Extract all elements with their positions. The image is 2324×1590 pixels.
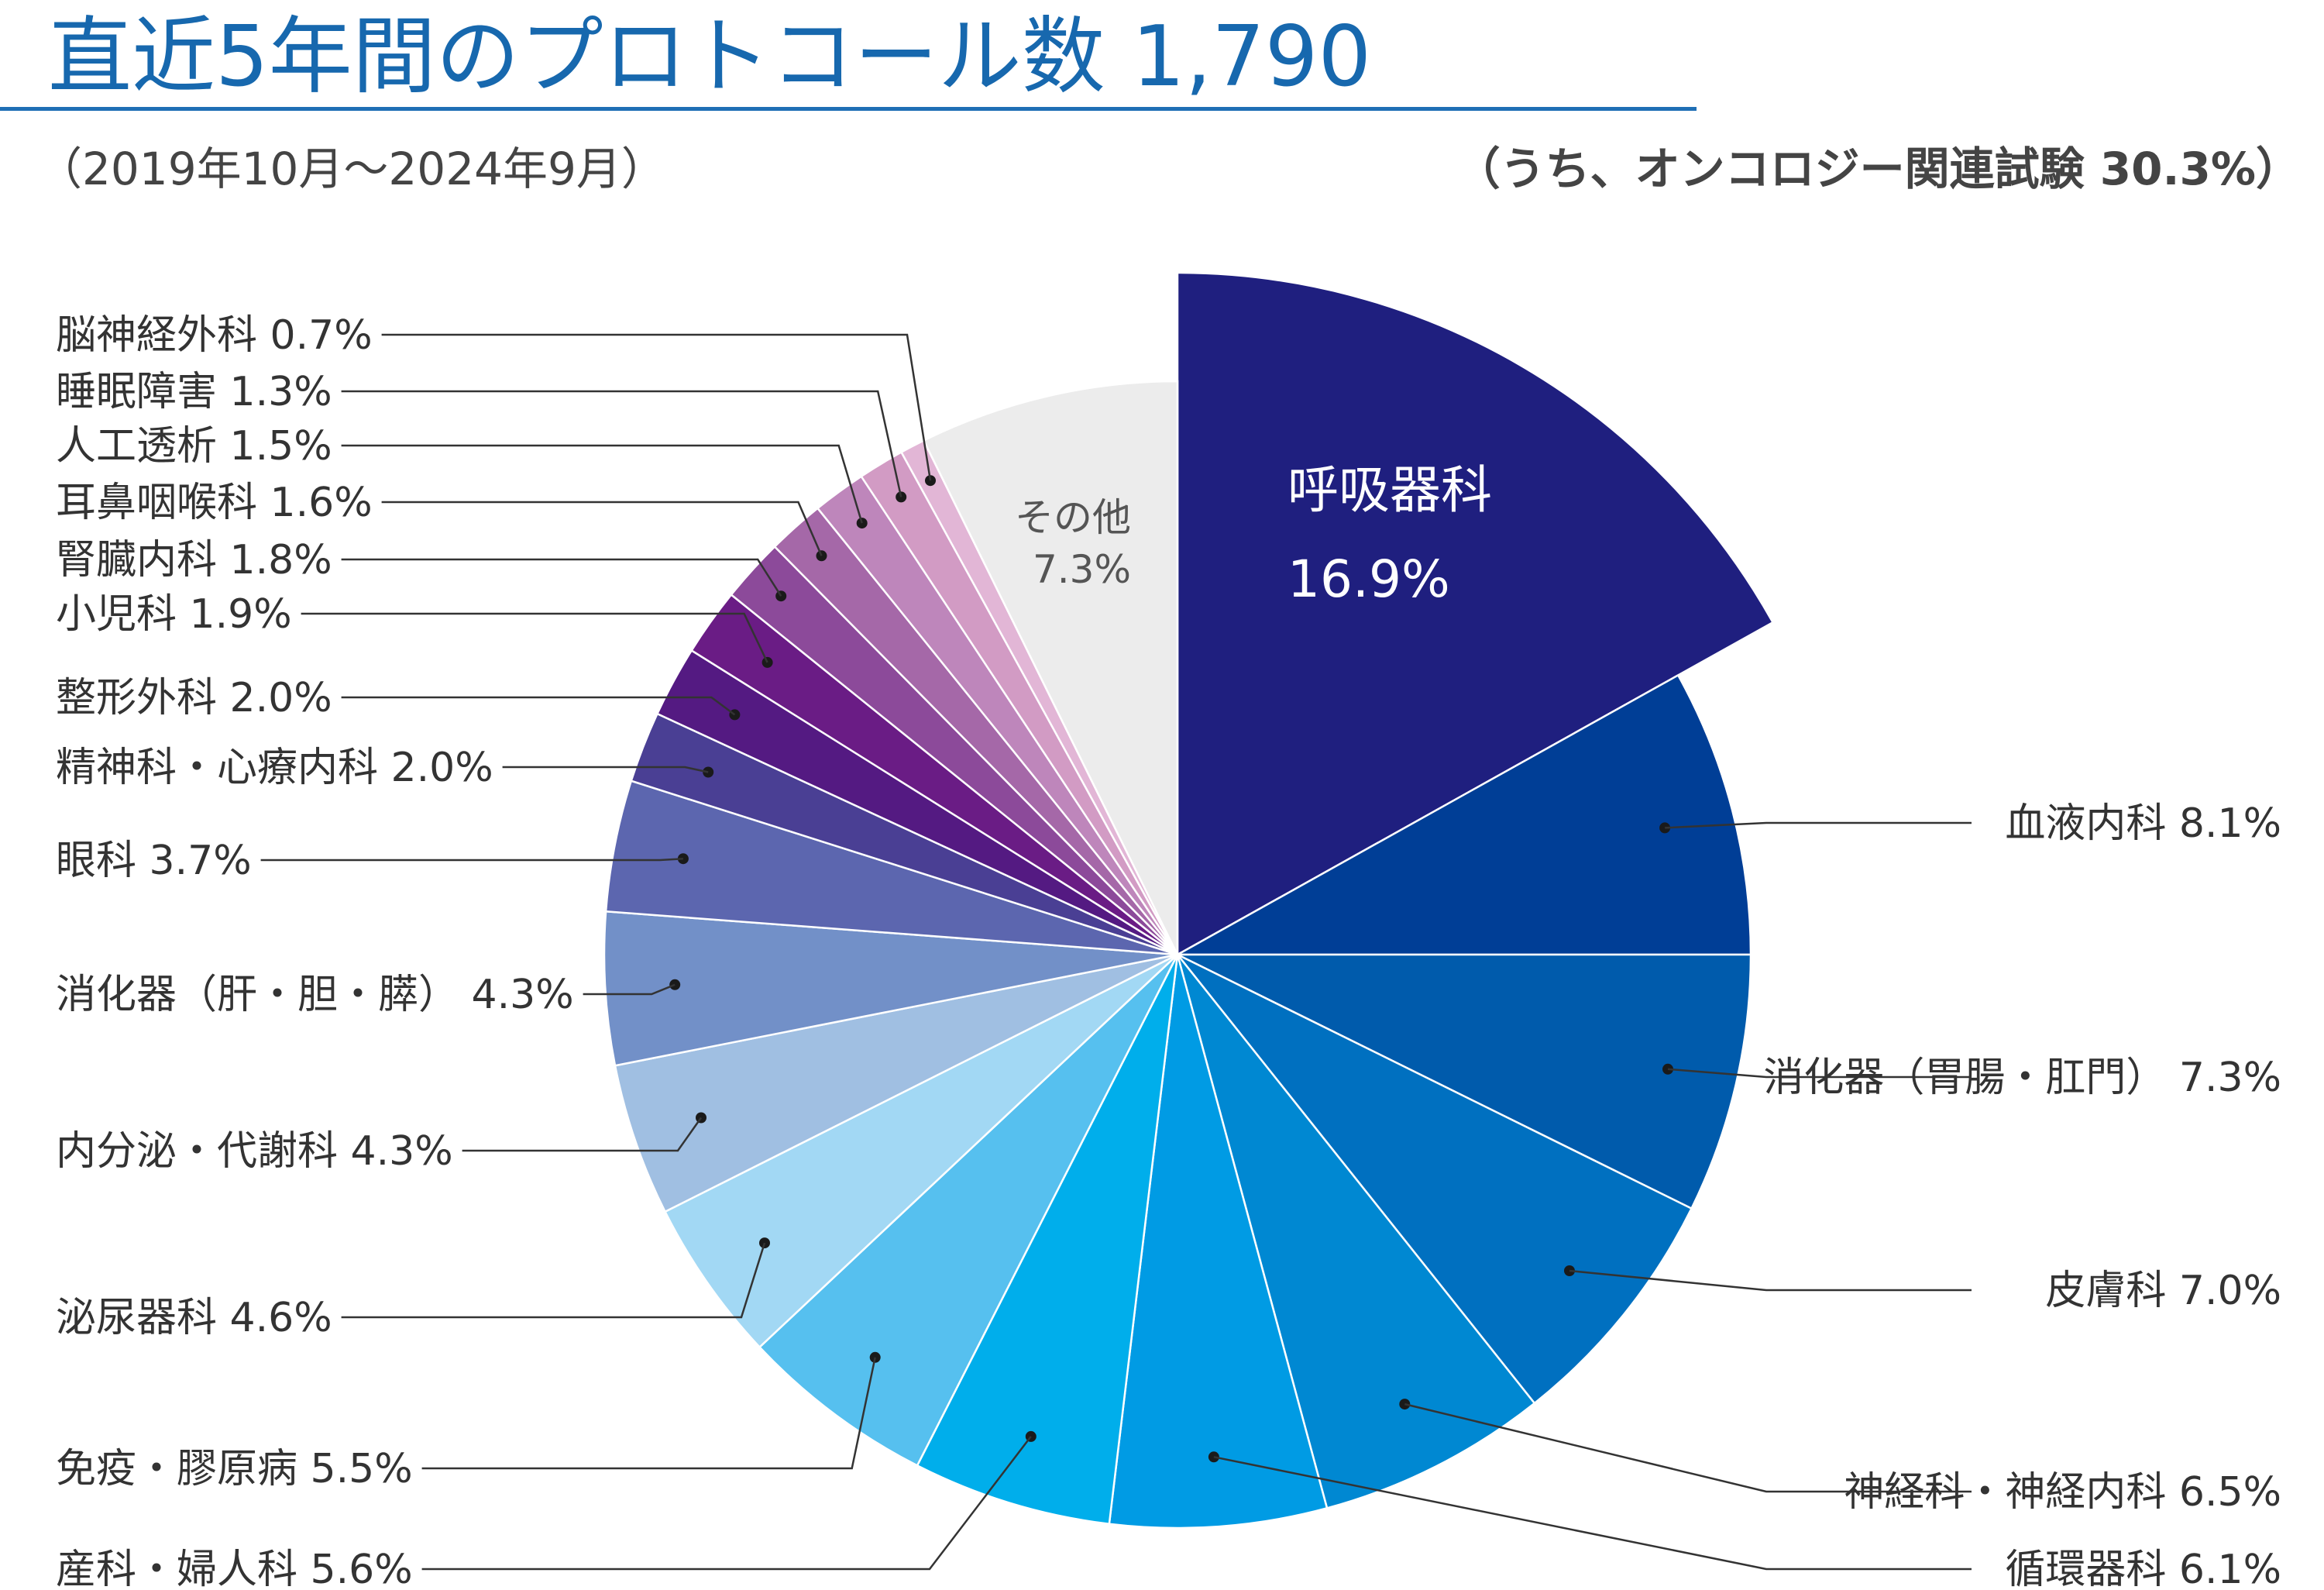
pie-slice (1174, 673, 1752, 956)
slice-label: 産科・婦人科 5.6% (56, 1547, 413, 1590)
slice-label-inside: その他 (1015, 495, 1131, 540)
pie-slice (758, 954, 1179, 1468)
slice-label: 人工透析 1.5% (56, 423, 332, 470)
pie-slice (1176, 954, 1536, 1509)
pie-slice (663, 953, 1178, 1349)
slice-value-inside: 16.9% (1287, 549, 1450, 609)
slice-label: 脳神経外科 0.7% (56, 312, 373, 359)
title-underline (0, 107, 1697, 111)
slice-label: 消化器（胃腸・肛門） 7.3% (1763, 1055, 2281, 1101)
slice-label: 眼科 3.7% (56, 838, 252, 884)
oncology-note: （うち、オンコロジー関連試験 30.3%） (1455, 143, 2301, 195)
slice-label-inside: 呼吸器科 (1287, 460, 1492, 520)
pie-slice (603, 910, 1178, 1067)
leader-line (341, 696, 736, 716)
leader-line (1404, 1402, 1972, 1493)
slice-label: 腎臓内科 1.8% (56, 537, 332, 583)
leader-lines (260, 333, 1972, 1571)
slice-labels: 呼吸器科 16.9% 血液内科 8.1% 消化器（胃腸・肛門） 7.3% 皮膚科 7.0… (56, 312, 2281, 1590)
leader-line (583, 983, 676, 996)
leader-line (1213, 1456, 1972, 1571)
leader-line (502, 766, 709, 773)
leader-line (1665, 821, 1972, 829)
pie-slice (916, 954, 1179, 1526)
slice-label: 小児科 1.9% (56, 591, 292, 638)
pie-slice (922, 380, 1179, 955)
slice-label: 整形外科 2.0% (56, 675, 332, 721)
leader-line (381, 333, 932, 481)
leader-line (462, 1117, 703, 1152)
slice-label: 神経科・神経内科 6.5% (1844, 1469, 2281, 1516)
slice-label: 内分泌・代謝科 4.3% (56, 1128, 453, 1175)
leader-line (341, 558, 782, 597)
slice-label: 耳鼻咽喉科 1.6% (56, 480, 373, 526)
leader-line (421, 1436, 1032, 1571)
period-subtitle: （2019年10月～2024年9月） (37, 143, 666, 195)
leader-line (341, 1242, 766, 1319)
slice-value-inside: 7.3% (1033, 547, 1131, 592)
leader-line (260, 857, 683, 862)
slice-label: 皮膚科 7.0% (2045, 1268, 2281, 1314)
leader-line (341, 444, 863, 524)
pie-slice (1176, 271, 1775, 957)
slice-label: 泌尿器科 4.6% (56, 1295, 332, 1341)
slice-label: 消化器（肝・胆・膵） 4.3% (56, 972, 574, 1018)
leader-line (341, 390, 902, 497)
chart-title: 直近5年間のプロトコール数 1,790 (48, 9, 1372, 105)
leader-line (1569, 1269, 1972, 1292)
slice-label: 睡眠障害 1.3% (56, 369, 332, 415)
slice-label: 血液内科 8.1% (2005, 800, 2281, 847)
slice-label: 免疫・膠原病 5.5% (56, 1446, 413, 1492)
pie-slice (1108, 954, 1329, 1530)
pie-slice (1177, 953, 1693, 1405)
leader-line (381, 501, 823, 556)
leader-line (421, 1357, 876, 1470)
leader-line (1667, 1068, 1972, 1079)
pie-slice (614, 953, 1178, 1213)
leader-line (301, 612, 768, 663)
pie-slices (603, 271, 1775, 1530)
pie-slice (1177, 953, 1752, 1210)
slice-label: 循環器科 6.1% (2005, 1547, 2281, 1590)
slice-label: 精神科・心療内科 2.0% (56, 745, 493, 791)
